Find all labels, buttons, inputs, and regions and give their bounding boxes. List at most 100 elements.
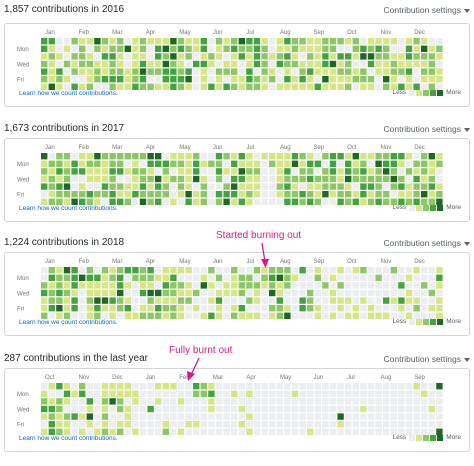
day-cell[interactable]	[56, 289, 63, 297]
day-cell[interactable]	[86, 405, 93, 413]
day-cell[interactable]	[367, 83, 375, 90]
day-cell[interactable]	[139, 160, 147, 167]
day-cell[interactable]	[246, 297, 253, 304]
day-cell[interactable]	[86, 183, 93, 190]
day-cell[interactable]	[238, 198, 245, 205]
day-cell[interactable]	[56, 305, 63, 312]
day-cell[interactable]	[276, 160, 283, 167]
day-cell[interactable]	[360, 312, 367, 319]
day-cell[interactable]	[86, 428, 93, 435]
day-cell[interactable]	[238, 421, 245, 428]
day-cell[interactable]	[139, 305, 147, 312]
day-cell[interactable]	[124, 168, 131, 175]
day-cell[interactable]	[337, 421, 344, 428]
day-cell[interactable]	[398, 282, 405, 289]
day-cell[interactable]	[329, 68, 337, 75]
day-cell[interactable]	[56, 312, 63, 319]
day-cell[interactable]	[383, 60, 390, 68]
day-cell[interactable]	[63, 153, 71, 160]
day-cell[interactable]	[284, 191, 291, 198]
day-cell[interactable]	[215, 421, 223, 428]
day-cell[interactable]	[185, 153, 192, 160]
day-cell[interactable]	[41, 305, 48, 312]
day-cell[interactable]	[41, 168, 48, 175]
day-cell[interactable]	[71, 421, 78, 428]
day-cell[interactable]	[360, 428, 367, 435]
day-cell[interactable]	[269, 168, 276, 175]
day-cell[interactable]	[231, 183, 238, 190]
day-cell[interactable]	[375, 53, 382, 60]
day-cell[interactable]	[101, 398, 109, 405]
day-cell[interactable]	[329, 398, 337, 405]
day-cell[interactable]	[322, 413, 329, 420]
day-cell[interactable]	[139, 60, 147, 68]
day-cell[interactable]	[231, 421, 238, 428]
day-cell[interactable]	[48, 289, 55, 297]
day-cell[interactable]	[352, 297, 359, 304]
day-cell[interactable]	[261, 390, 268, 397]
day-cell[interactable]	[261, 282, 268, 289]
day-cell[interactable]	[71, 60, 78, 68]
day-cell[interactable]	[390, 383, 397, 390]
day-cell[interactable]	[398, 168, 405, 175]
day-cell[interactable]	[383, 390, 390, 397]
day-cell[interactable]	[329, 267, 337, 274]
day-cell[interactable]	[132, 297, 139, 304]
day-cell[interactable]	[41, 153, 48, 160]
day-cell[interactable]	[360, 390, 367, 397]
day-cell[interactable]	[147, 297, 154, 304]
day-cell[interactable]	[352, 282, 359, 289]
day-cell[interactable]	[390, 53, 397, 60]
day-cell[interactable]	[56, 405, 63, 413]
day-cell[interactable]	[162, 428, 169, 435]
day-cell[interactable]	[261, 53, 268, 60]
day-cell[interactable]	[63, 312, 71, 319]
day-cell[interactable]	[231, 60, 238, 68]
day-cell[interactable]	[208, 60, 215, 68]
day-cell[interactable]	[41, 413, 48, 420]
day-cell[interactable]	[398, 191, 405, 198]
day-cell[interactable]	[71, 38, 78, 45]
day-cell[interactable]	[329, 76, 337, 83]
day-cell[interactable]	[117, 305, 124, 312]
day-cell[interactable]	[109, 413, 116, 420]
day-cell[interactable]	[405, 267, 413, 274]
day-cell[interactable]	[177, 312, 185, 319]
day-cell[interactable]	[246, 60, 253, 68]
day-cell[interactable]	[101, 60, 109, 68]
day-cell[interactable]	[413, 267, 420, 274]
day-cell[interactable]	[101, 312, 109, 319]
day-cell[interactable]	[48, 267, 55, 274]
day-cell[interactable]	[162, 421, 169, 428]
day-cell[interactable]	[375, 428, 382, 435]
day-cell[interactable]	[215, 183, 223, 190]
day-cell[interactable]	[421, 83, 428, 90]
day-cell[interactable]	[48, 312, 55, 319]
day-cell[interactable]	[398, 413, 405, 420]
day-cell[interactable]	[193, 175, 200, 183]
day-cell[interactable]	[246, 305, 253, 312]
day-cell[interactable]	[215, 267, 223, 274]
day-cell[interactable]	[56, 191, 63, 198]
day-cell[interactable]	[162, 297, 169, 304]
day-cell[interactable]	[269, 383, 276, 390]
day-cell[interactable]	[231, 45, 238, 52]
day-cell[interactable]	[208, 297, 215, 304]
day-cell[interactable]	[41, 160, 48, 167]
day-cell[interactable]	[139, 175, 147, 183]
day-cell[interactable]	[177, 38, 185, 45]
day-cell[interactable]	[345, 267, 352, 274]
day-cell[interactable]	[253, 153, 261, 160]
day-cell[interactable]	[56, 428, 63, 435]
day-cell[interactable]	[117, 398, 124, 405]
day-cell[interactable]	[276, 68, 283, 75]
day-cell[interactable]	[390, 421, 397, 428]
day-cell[interactable]	[383, 413, 390, 420]
day-cell[interactable]	[367, 421, 375, 428]
day-cell[interactable]	[185, 383, 192, 390]
day-cell[interactable]	[314, 191, 321, 198]
day-cell[interactable]	[208, 305, 215, 312]
day-cell[interactable]	[246, 83, 253, 90]
day-cell[interactable]	[299, 168, 306, 175]
day-cell[interactable]	[360, 405, 367, 413]
